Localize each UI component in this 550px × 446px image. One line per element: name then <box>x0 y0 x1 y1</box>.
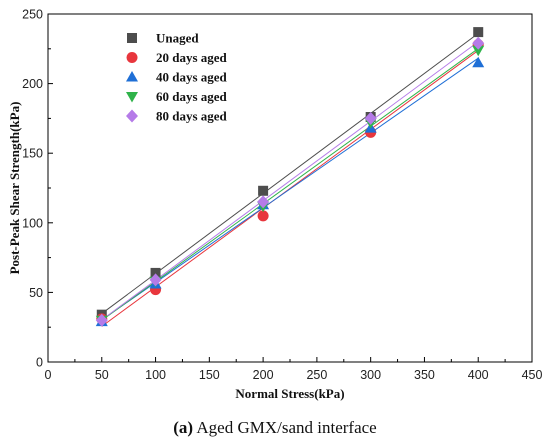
legend-label: 20 days aged <box>156 50 228 65</box>
data-point <box>149 273 162 287</box>
x-tick-label: 300 <box>360 368 381 382</box>
x-tick-label: 350 <box>414 368 435 382</box>
trend-line <box>101 48 479 321</box>
figure-caption: (a) Aged GMX/sand interface <box>0 418 550 438</box>
caption-label: (a) <box>173 418 194 437</box>
trend-lines <box>101 32 479 327</box>
x-tick-label: 50 <box>95 368 109 382</box>
x-tick-label: 0 <box>45 368 52 382</box>
data-point <box>364 111 377 125</box>
y-tick-label: 100 <box>22 216 43 230</box>
y-tick-label: 150 <box>22 147 43 161</box>
x-tick-label: 150 <box>199 368 220 382</box>
x-tick-label: 100 <box>145 368 166 382</box>
data-point <box>258 185 269 196</box>
caption-text: Aged GMX/sand interface <box>193 418 377 437</box>
legend-marker <box>126 109 138 123</box>
trend-line <box>101 57 479 321</box>
data-point <box>472 56 485 68</box>
x-tick-label: 200 <box>253 368 274 382</box>
x-tick-label: 450 <box>522 368 543 382</box>
legend-marker <box>126 92 138 103</box>
data-point <box>150 267 161 278</box>
y-tick-label: 200 <box>22 77 43 91</box>
data-point <box>95 313 108 327</box>
y-axis-title: Post-Peak Shear Strength(kPa) <box>7 102 22 275</box>
data-point <box>257 210 269 222</box>
trend-line <box>101 50 479 327</box>
data-markers <box>95 27 485 327</box>
legend-marker <box>126 71 138 82</box>
legend-marker <box>126 52 138 63</box>
data-point <box>257 195 270 209</box>
trend-line <box>101 41 479 321</box>
x-tick-label: 250 <box>306 368 327 382</box>
data-point <box>473 27 484 38</box>
data-point <box>472 36 485 50</box>
legend-label: 40 days aged <box>156 70 228 85</box>
legend-marker <box>127 33 137 43</box>
axis-ticks: 0 50 100 150 200 250 300 350 400 450 0 50 100 150 200 2… <box>22 8 542 383</box>
y-tick-label: 0 <box>36 356 43 370</box>
y-tick-label: 250 <box>22 8 43 22</box>
x-tick-label: 400 <box>468 368 489 382</box>
legend-label: Unaged <box>156 31 199 46</box>
y-tick-label: 50 <box>29 286 43 300</box>
trend-line <box>101 32 479 314</box>
x-axis-title: Normal Stress(kPa) <box>235 386 344 401</box>
legend-label: 80 days aged <box>156 109 228 124</box>
legend: Unaged 20 days aged 40 days aged 60 days ag… <box>126 31 228 124</box>
data-point <box>472 45 485 57</box>
legend-label: 60 days aged <box>156 89 228 104</box>
